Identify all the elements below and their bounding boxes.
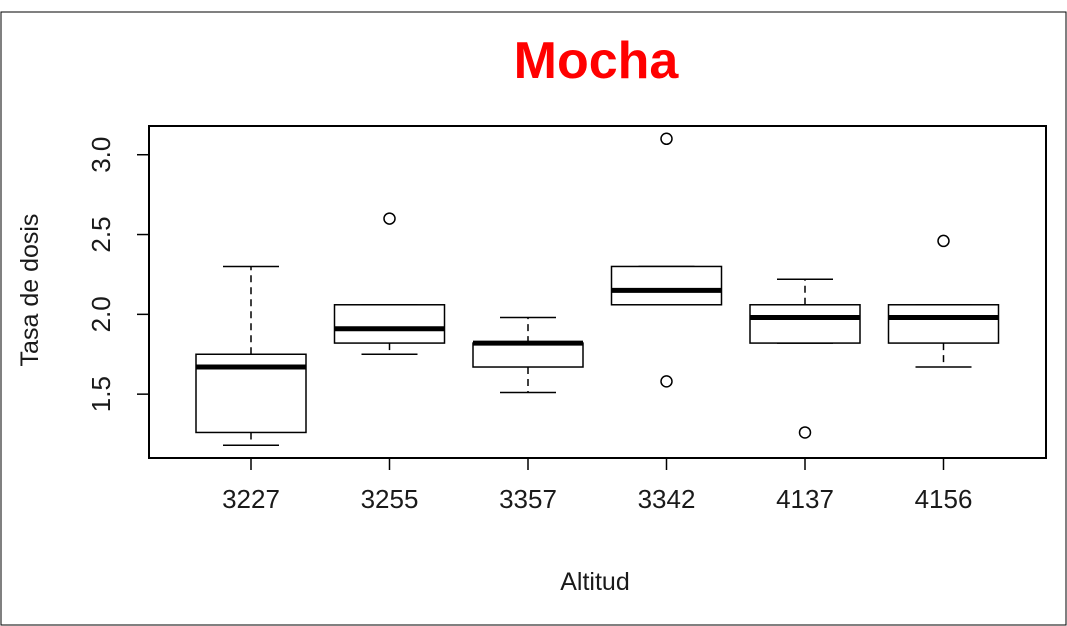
y-tick-label: 2.5 bbox=[86, 216, 116, 252]
outlier-point bbox=[660, 375, 673, 388]
box-3227 bbox=[195, 265, 307, 446]
x-tick-label: 4156 bbox=[915, 484, 973, 514]
iqr-box bbox=[610, 265, 723, 306]
x-axis-label: Altitud bbox=[560, 568, 629, 596]
box-3255 bbox=[333, 212, 446, 355]
x-tick-label: 3357 bbox=[499, 484, 557, 514]
outlier-point bbox=[660, 132, 673, 146]
x-tick-label: 3255 bbox=[361, 484, 419, 514]
box-4137 bbox=[749, 278, 861, 439]
outlier-point bbox=[937, 234, 950, 248]
y-tick-label: 2.0 bbox=[86, 296, 116, 332]
iqr-box bbox=[333, 304, 446, 344]
y-tick-label: 1.5 bbox=[86, 376, 116, 412]
chart-title: Mocha bbox=[514, 32, 680, 90]
iqr-box bbox=[887, 304, 1000, 344]
iqr-box bbox=[472, 342, 584, 368]
x-tick-label: 3227 bbox=[222, 484, 280, 514]
y-tick-label: 3.0 bbox=[86, 137, 116, 173]
plot-area-frame bbox=[148, 125, 1047, 459]
box-4156 bbox=[887, 234, 1000, 368]
box-3342 bbox=[610, 132, 723, 388]
box-3357 bbox=[472, 316, 584, 394]
y-axis: 1.5 2.0 2.5 3.0 bbox=[86, 137, 149, 412]
x-tick-label: 4137 bbox=[776, 484, 834, 514]
x-axis: 3227 3255 3357 3342 4137 4156 bbox=[222, 458, 972, 514]
y-axis-label: Tasa de dosis bbox=[16, 214, 44, 367]
iqr-box bbox=[749, 304, 861, 344]
outlier-point bbox=[798, 426, 812, 439]
x-tick-label: 3342 bbox=[638, 484, 696, 514]
outlier-point bbox=[383, 212, 396, 225]
box-series bbox=[195, 132, 1000, 446]
